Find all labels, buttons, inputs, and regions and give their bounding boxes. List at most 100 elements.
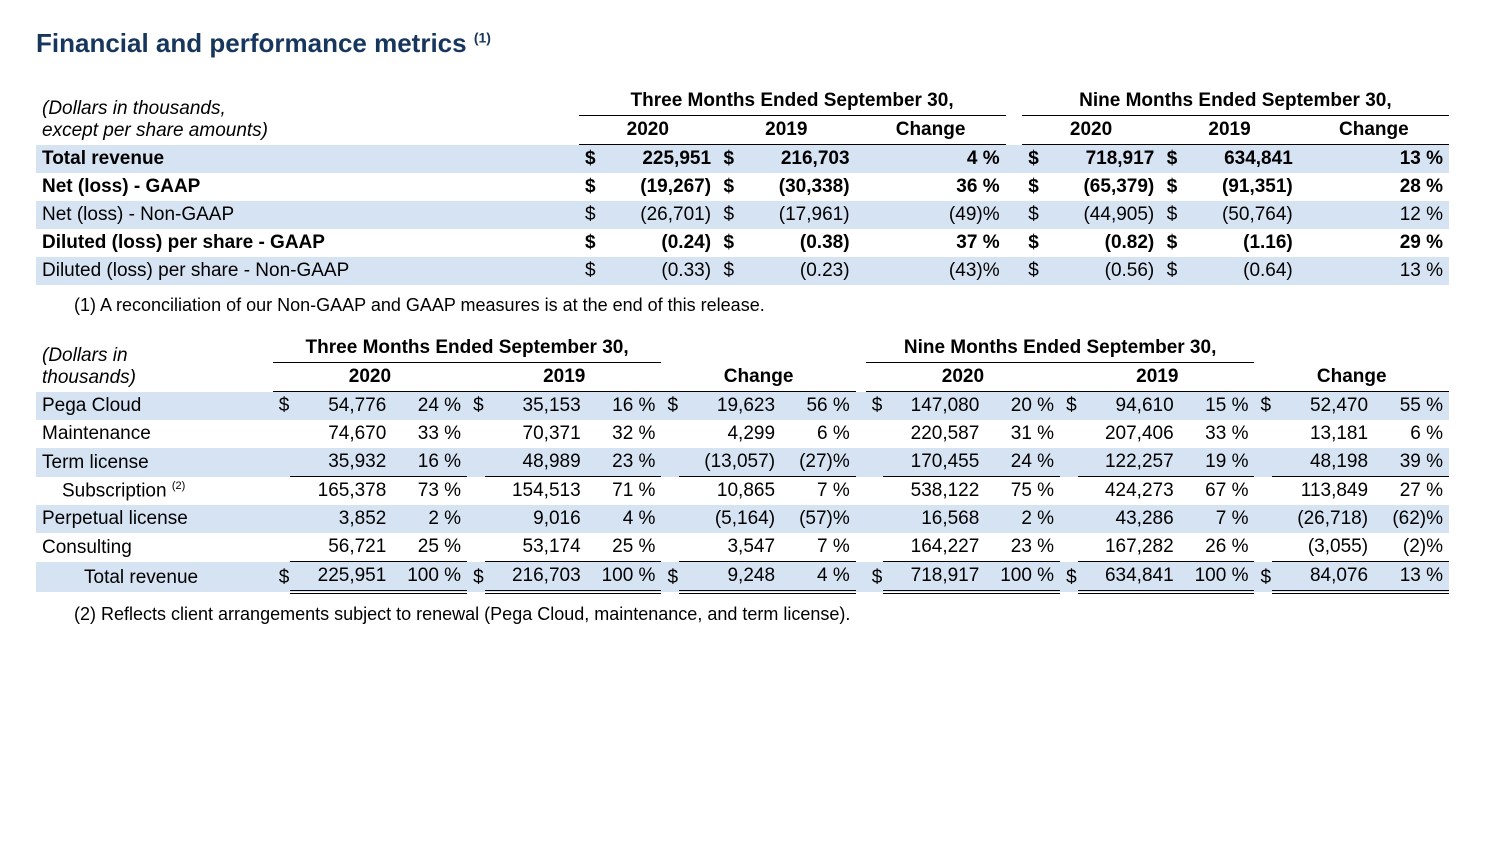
t1-row: Net (loss) - Non-GAAP$(26,701)$(17,961)(… xyxy=(36,201,1449,229)
t2-row: Total revenue$225,951100 %$216,703100 %$… xyxy=(36,562,1449,593)
t2-y2020-dollar: $ xyxy=(866,392,883,421)
t1-dollar-sign: $ xyxy=(1160,201,1183,229)
t2-q2020-dollar xyxy=(273,477,290,506)
t2-three-header: Three Months Ended September 30, xyxy=(273,334,662,363)
t2-q2020-dollar: $ xyxy=(273,392,290,421)
t1-y2019: (0.64) xyxy=(1183,257,1298,285)
t2-y2020-val: 170,455 xyxy=(883,448,985,477)
t2-q2020-val: 165,378 xyxy=(290,477,392,506)
t1-ychg: 13 % xyxy=(1299,257,1449,285)
t2-y2019-pct: 15 % xyxy=(1180,392,1255,421)
t2-row: Subscription (2)165,37873 %154,51371 %10… xyxy=(36,477,1449,506)
t2-y2019-h: 2019 xyxy=(1060,363,1254,392)
t2-qchg-dollar xyxy=(661,420,678,448)
t1-q2020-h: 2020 xyxy=(579,116,718,145)
t2-qchg-dollar: $ xyxy=(661,562,678,593)
footnote-1: (1) A reconciliation of our Non-GAAP and… xyxy=(74,295,1449,316)
t2-row-label: Term license xyxy=(36,448,273,477)
t2-q2019-h: 2019 xyxy=(467,363,661,392)
t2-y2019-val: 424,273 xyxy=(1078,477,1180,506)
t2-y2020-pct: 31 % xyxy=(985,420,1060,448)
t2-q2020-dollar xyxy=(273,448,290,477)
t2-q2020-pct: 2 % xyxy=(392,505,467,533)
t2-y2020-dollar xyxy=(866,420,883,448)
t2-q2020-val: 3,852 xyxy=(290,505,392,533)
t2-y2020-pct: 24 % xyxy=(985,448,1060,477)
t2-q2020-pct: 73 % xyxy=(392,477,467,506)
t2-qchg-val: (13,057) xyxy=(679,448,781,477)
t2-row: Maintenance74,67033 %70,37132 %4,2996 %2… xyxy=(36,420,1449,448)
t2-y2020-val: 538,122 xyxy=(883,477,985,506)
t2-ychg-val: (26,718) xyxy=(1272,505,1374,533)
t2-q2019-val: 35,153 xyxy=(485,392,587,421)
t1-dollar-sign: $ xyxy=(1022,201,1045,229)
t2-y2020-pct: 75 % xyxy=(985,477,1060,506)
t2-y2020-dollar xyxy=(866,448,883,477)
t2-q2019-dollar xyxy=(467,420,484,448)
t2-ychg-h: Change xyxy=(1254,363,1449,392)
t2-q2020-pct: 16 % xyxy=(392,448,467,477)
t1-dollar-sign: $ xyxy=(717,229,740,257)
t2-ychg-dollar xyxy=(1254,448,1271,477)
t1-caption-2: except per share amounts) xyxy=(42,120,268,141)
t2-y2019-dollar: $ xyxy=(1060,392,1077,421)
t1-row: Total revenue$225,951$216,7034 %$718,917… xyxy=(36,145,1449,174)
t2-ychg-dollar xyxy=(1254,477,1271,506)
t1-q2019: 216,703 xyxy=(740,145,855,174)
t1-dollar-sign: $ xyxy=(1160,173,1183,201)
t2-q2020-pct: 100 % xyxy=(392,562,467,593)
footnote-2: (2) Reflects client arrangements subject… xyxy=(74,604,1449,625)
t2-y2019-dollar xyxy=(1060,505,1077,533)
t2-q2019-dollar: $ xyxy=(467,562,484,593)
t2-ychg-pct: 39 % xyxy=(1374,448,1449,477)
t2-ychg-val: 48,198 xyxy=(1272,448,1374,477)
t2-row-label: Pega Cloud xyxy=(36,392,273,421)
t2-y2019-val: 43,286 xyxy=(1078,505,1180,533)
t2-q2019-pct: 25 % xyxy=(587,533,662,562)
t1-q2020: 225,951 xyxy=(602,145,717,174)
t2-y2020-dollar xyxy=(866,505,883,533)
t2-q2019-dollar xyxy=(467,448,484,477)
t2-row: Consulting56,72125 %53,17425 %3,5477 %16… xyxy=(36,533,1449,562)
t2-y2020-val: 220,587 xyxy=(883,420,985,448)
t2-q2020-h: 2020 xyxy=(273,363,467,392)
t2-ychg-dollar: $ xyxy=(1254,392,1271,421)
t2-ychg-val: 52,470 xyxy=(1272,392,1374,421)
t2-qchg-val: 3,547 xyxy=(679,533,781,562)
t1-y2019: 634,841 xyxy=(1183,145,1298,174)
t1-qchg: 36 % xyxy=(856,173,1006,201)
t2-qchg-dollar xyxy=(661,533,678,562)
t2-y2020-dollar xyxy=(866,533,883,562)
t2-qchg-val: (5,164) xyxy=(679,505,781,533)
t1-y2020: (65,379) xyxy=(1045,173,1160,201)
page-title: Financial and performance metrics (1) xyxy=(36,28,1449,59)
t1-y2019: (1.16) xyxy=(1183,229,1298,257)
t2-row-label: Total revenue xyxy=(36,562,273,593)
t2-q2020-dollar: $ xyxy=(273,562,290,593)
t1-q2020: (0.33) xyxy=(602,257,717,285)
t2-q2019-dollar: $ xyxy=(467,392,484,421)
t2-y2020-val: 147,080 xyxy=(883,392,985,421)
t2-q2019-pct: 32 % xyxy=(587,420,662,448)
t2-ychg-pct: (62)% xyxy=(1374,505,1449,533)
t2-y2020-pct: 20 % xyxy=(985,392,1060,421)
t1-qchg: (43)% xyxy=(856,257,1006,285)
t2-q2020-pct: 33 % xyxy=(392,420,467,448)
t2-y2019-pct: 26 % xyxy=(1180,533,1255,562)
t1-dollar-sign: $ xyxy=(1160,145,1183,174)
t2-q2020-dollar xyxy=(273,505,290,533)
t1-y2020-h: 2020 xyxy=(1022,116,1161,145)
t1-dollar-sign: $ xyxy=(717,145,740,174)
t2-qchg-val: 9,248 xyxy=(679,562,781,593)
t2-ychg-val: 113,849 xyxy=(1272,477,1374,506)
t2-q2020-val: 225,951 xyxy=(290,562,392,593)
t2-q2020-dollar xyxy=(273,533,290,562)
t2-q2020-val: 56,721 xyxy=(290,533,392,562)
t2-q2019-dollar xyxy=(467,505,484,533)
t1-dollar-sign: $ xyxy=(579,229,602,257)
t1-y2020: 718,917 xyxy=(1045,145,1160,174)
t1-row: Net (loss) - GAAP$(19,267)$(30,338)36 %$… xyxy=(36,173,1449,201)
t1-q2019: (0.23) xyxy=(740,257,855,285)
t1-dollar-sign: $ xyxy=(1022,145,1045,174)
t1-row-label: Total revenue xyxy=(36,145,579,174)
